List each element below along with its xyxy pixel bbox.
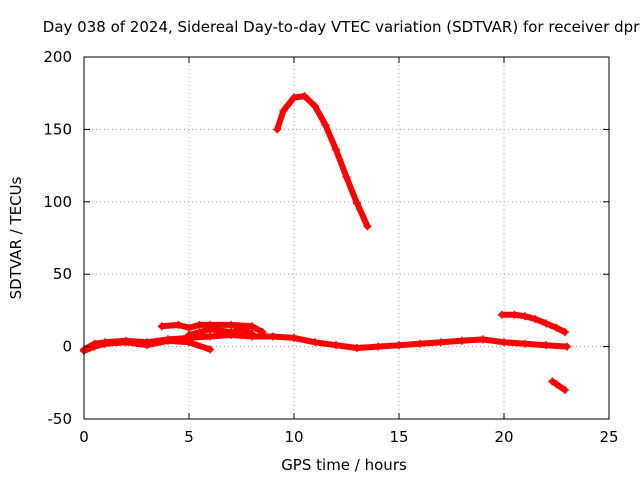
data-point [164,336,172,345]
data-point [479,335,487,344]
data-point [185,323,193,332]
data-point [101,339,109,348]
data-point [248,329,256,338]
data-point [458,336,466,345]
data-point [290,333,298,342]
data-point [237,325,246,334]
data-point [258,328,267,337]
data-point [206,332,214,341]
data-point [174,320,183,329]
x-tick-label: 5 [184,428,194,446]
series-line [498,311,568,336]
data-point [157,322,166,331]
data-point [122,338,130,347]
data-point [521,339,529,348]
y-tick-label: 50 [53,265,72,283]
data-point [206,325,214,334]
data-point [290,93,298,102]
plot-frame [83,56,610,420]
data-point [548,377,557,386]
data-point [552,323,561,332]
data-point [311,102,319,111]
axis-ticks: 0 5 10 15 20 25 -50 0 50 100 150 200 [43,48,618,446]
x-tick-label: 20 [494,428,513,446]
series-track-g [548,377,569,395]
data-point [374,342,382,351]
data-point [353,199,361,208]
data-point [321,121,330,130]
data-point [227,320,235,329]
data-point [273,125,282,134]
y-tick-label: 100 [43,193,72,211]
data-point [311,338,319,347]
data-point [395,341,403,350]
y-tick-label: 150 [43,120,72,138]
data-point [300,92,309,101]
plot-area [80,92,571,395]
data-point [332,341,340,350]
data-point [353,344,361,353]
x-tick-label: 15 [389,428,408,446]
data-point [185,331,193,340]
data-point [497,310,506,319]
series-line [274,93,371,230]
data-point [416,339,424,348]
data-point [185,338,193,347]
series-track-d [185,325,256,340]
data-point [143,341,151,350]
grid-lines [84,57,609,419]
y-tick-label: 200 [43,48,72,66]
x-tick-label: 25 [599,428,618,446]
data-point [437,338,445,347]
data-point [332,145,340,154]
x-tick-label: 10 [284,428,303,446]
y-axis-label: SDTVAR / TECUs [7,176,25,299]
data-point [560,386,569,395]
data-point [500,338,508,347]
data-point [206,345,214,354]
data-point [552,380,561,389]
series-track-f [497,310,569,337]
x-tick-label: 0 [79,428,89,446]
data-point [227,328,235,337]
data-point [195,320,204,329]
x-axis-label: GPS time / hours [281,456,407,474]
data-point [560,328,569,337]
data-point [542,341,550,350]
data-point [521,312,529,321]
data-point [510,310,519,319]
data-point [248,322,256,331]
data-point [279,106,288,115]
series-track-e [273,92,372,231]
y-tick-label: 0 [62,338,72,356]
data-point [269,332,277,341]
chart-title: Day 038 of 2024, Sidereal Day-to-day VTE… [43,18,640,36]
data-point [563,342,571,351]
data-point [342,173,351,182]
series-track-c [157,320,267,337]
data-point [542,319,550,328]
series-line [549,378,568,393]
data-point [363,222,372,231]
data-point [90,342,99,351]
y-tick-label: -50 [48,410,73,428]
data-point [531,315,540,324]
